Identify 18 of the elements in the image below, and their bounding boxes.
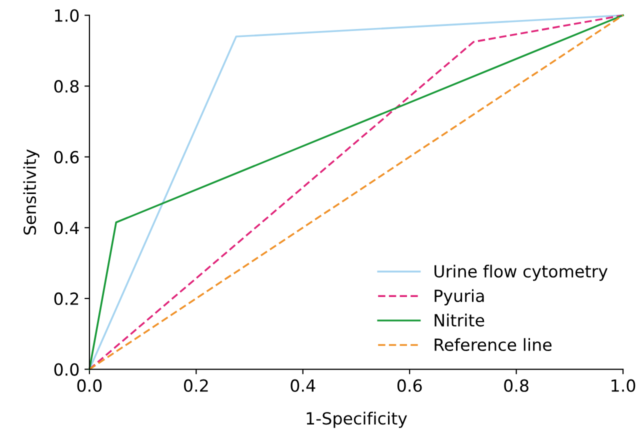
legend-label: Pyuria: [434, 289, 484, 306]
legend-label: Reference line: [434, 338, 552, 352]
x-tick-label: 0.6: [397, 379, 422, 392]
y-tick-label: 0.6: [54, 150, 79, 164]
x-axis-title: 1-Specificity: [306, 412, 407, 428]
y-tick-label: 0.2: [54, 292, 78, 306]
y-tick-label: 1.0: [55, 9, 79, 22]
y-tick-label: 0.4: [54, 222, 79, 234]
x-tick-label: 0.8: [504, 379, 528, 392]
x-tick-label: 0.4: [290, 379, 316, 392]
y-tick-label: 0.8: [54, 80, 79, 93]
legend-label: Urine flow cytometry: [434, 264, 608, 281]
y-axis-title: Sensitivity: [23, 149, 40, 235]
y-tick-label: 0.0: [54, 363, 79, 376]
x-tick-label: 1.0: [612, 379, 636, 392]
legend-label: Nitrite: [434, 314, 484, 327]
x-tick-label: 0.0: [77, 379, 102, 392]
x-tick-label: 0.2: [184, 379, 208, 392]
